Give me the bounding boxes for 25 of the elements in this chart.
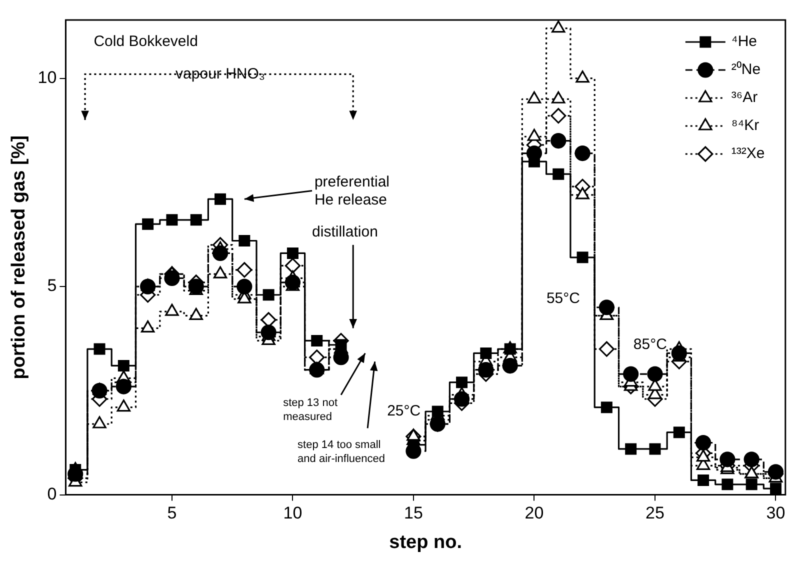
annotation: 55°C	[546, 290, 580, 308]
x-axis-title: step no.	[389, 532, 462, 553]
y-tick-label: 5	[47, 276, 57, 296]
y-axis-title: portion of released gas [%]	[8, 135, 30, 380]
annotation: step 13 not measured	[283, 397, 338, 424]
legend-label: ³⁶Ar	[731, 89, 758, 106]
x-tick-label: 10	[283, 504, 302, 523]
annotation: 25°C	[387, 402, 421, 420]
annotation: step 14 too small and air-influenced	[298, 438, 386, 465]
legend-label: ¹³²Xe	[731, 145, 765, 162]
x-tick-label: 20	[524, 504, 544, 523]
x-tick-label: 30	[766, 504, 786, 523]
y-tick-label: 0	[47, 484, 57, 504]
x-tick-label: 5	[167, 504, 177, 523]
annotation: distillation	[312, 224, 378, 241]
x-tick-label: 25	[646, 504, 664, 523]
legend-label: ²⁰Ne	[731, 61, 761, 78]
annotation: preferential He release	[314, 174, 390, 209]
x-tick-label: 15	[404, 504, 423, 523]
annotation: 85°C	[633, 336, 668, 354]
legend-label: ⁴He	[731, 33, 758, 50]
text: Cold Bokkeveld	[94, 33, 198, 50]
y-tick-label: 10	[38, 68, 57, 87]
legend-label: ⁸⁴Kr	[731, 117, 760, 134]
annotation: vapour HNO₃	[176, 65, 266, 82]
